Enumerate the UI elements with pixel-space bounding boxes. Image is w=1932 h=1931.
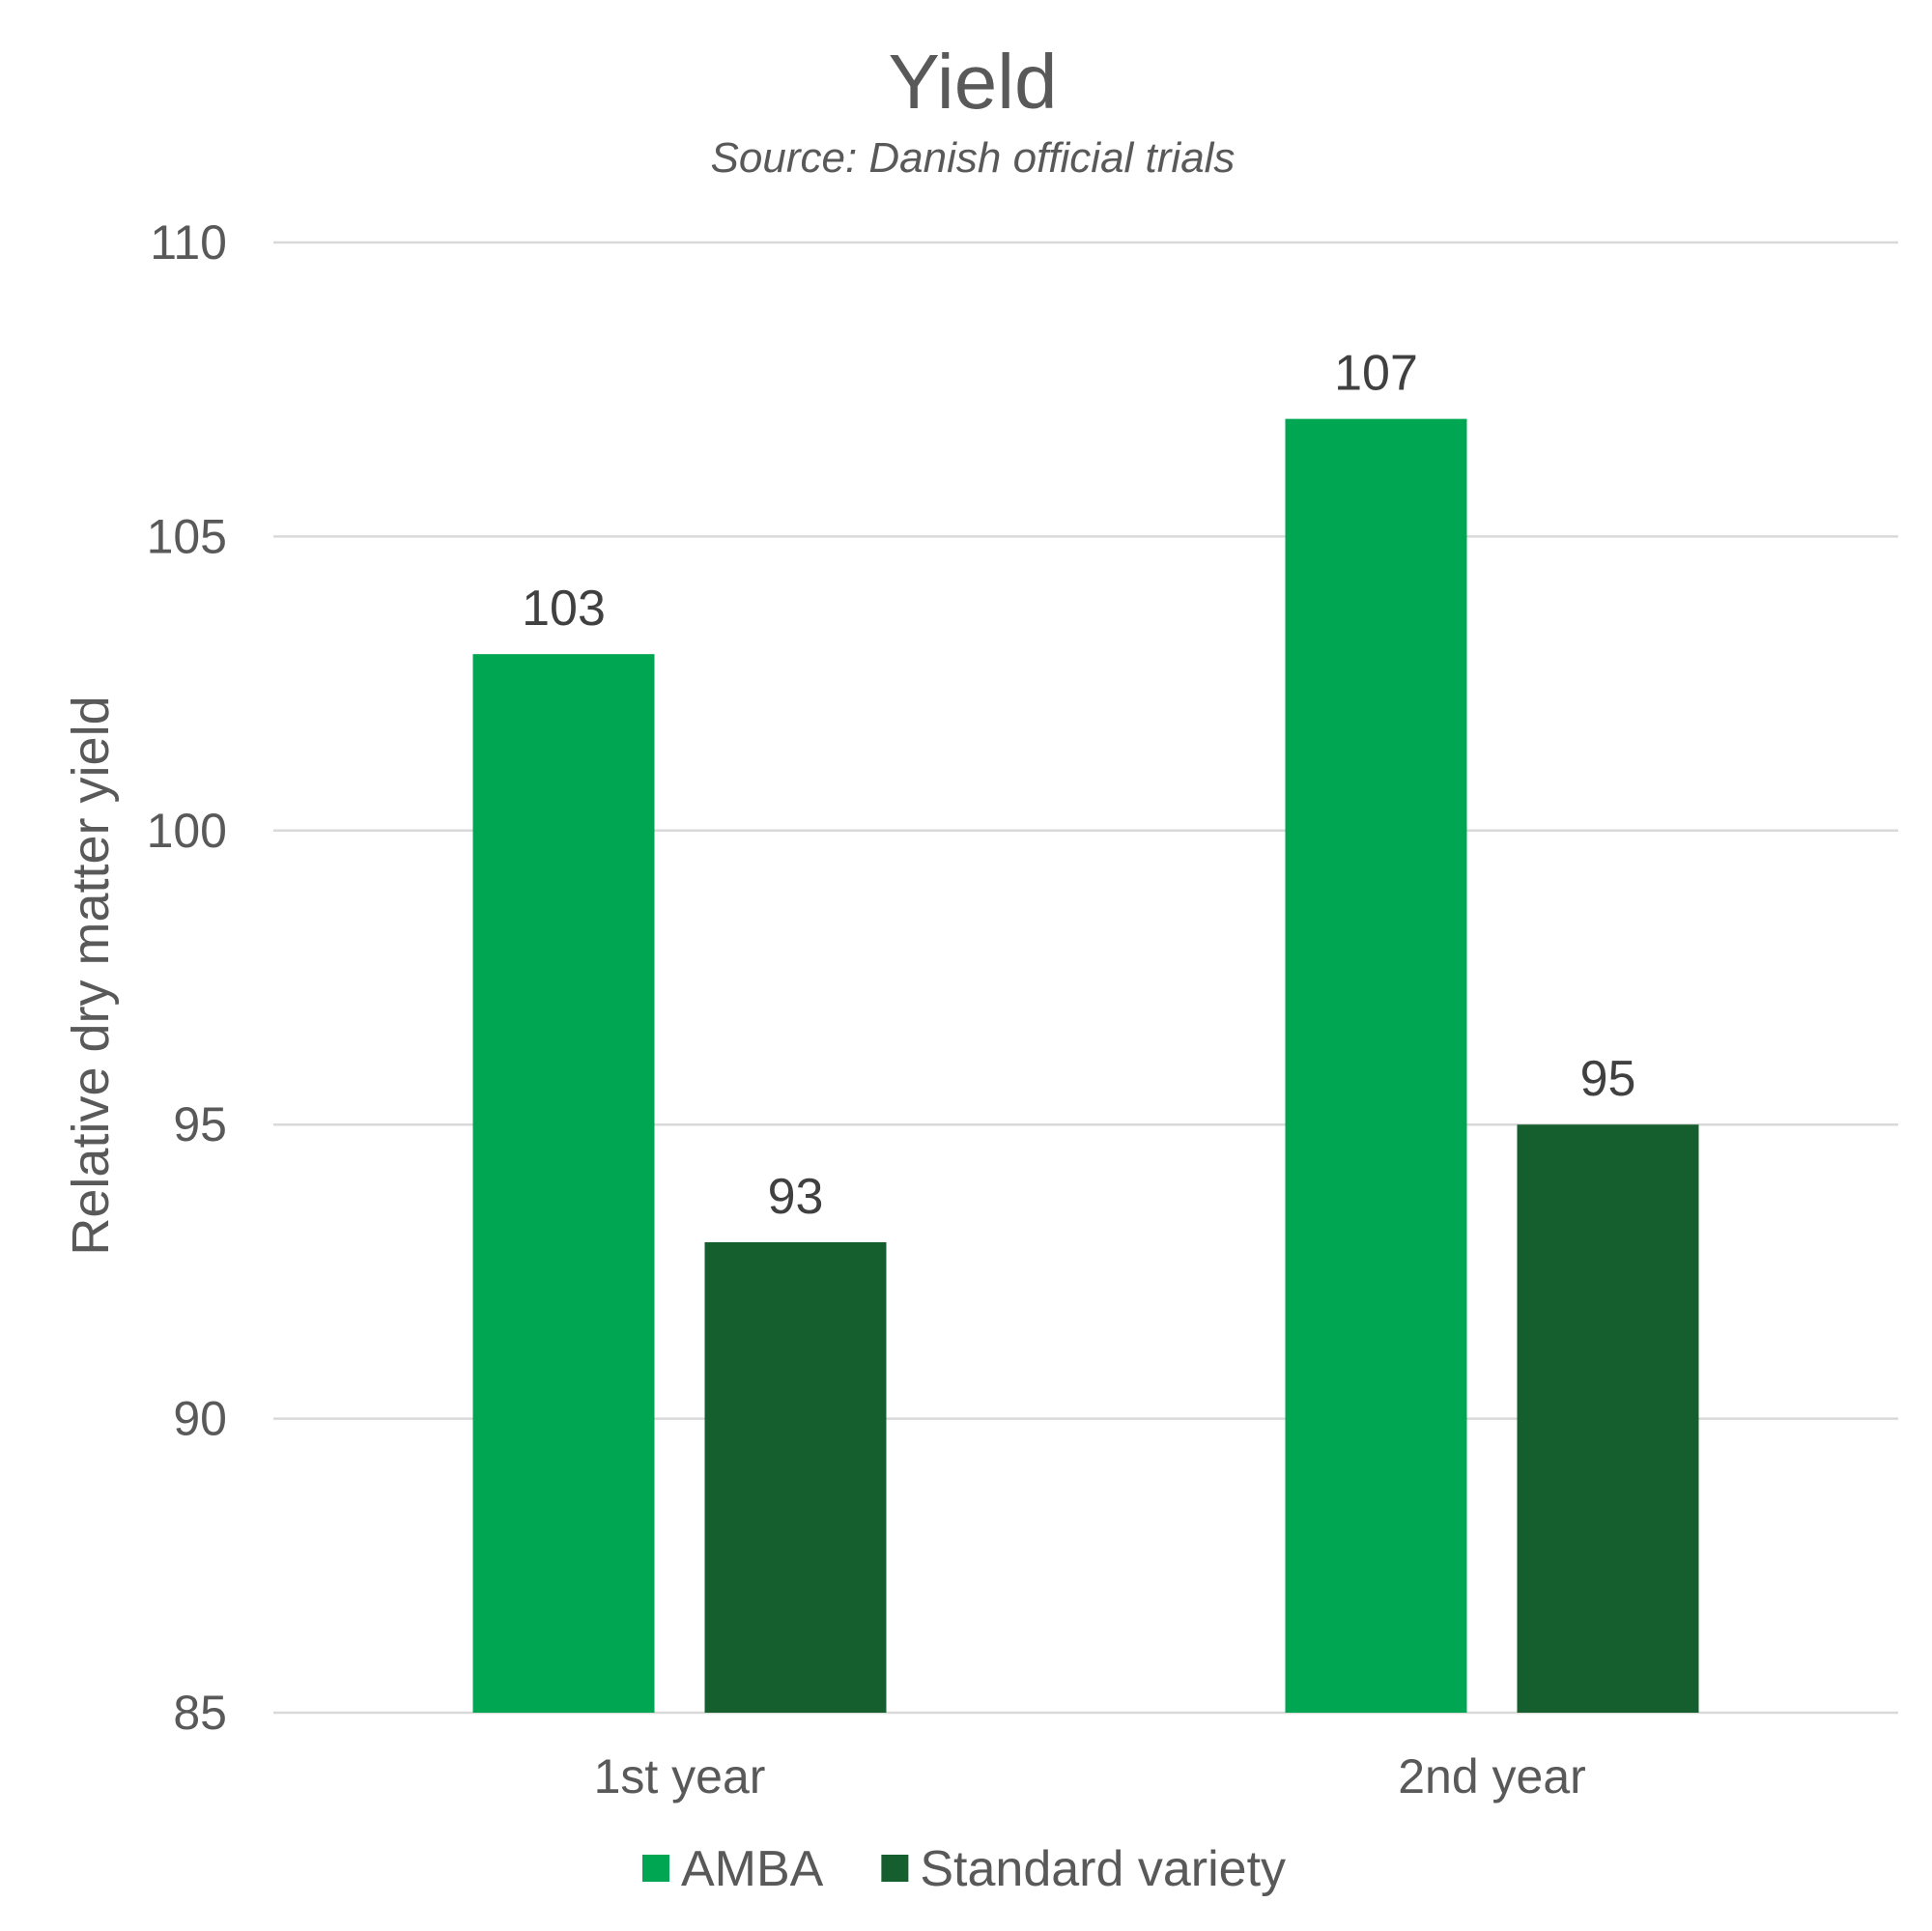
legend-swatch bbox=[881, 1855, 909, 1882]
bar bbox=[1517, 1124, 1699, 1713]
x-tick-label: 2nd year bbox=[1398, 1749, 1586, 1803]
x-tick-label: 1st year bbox=[594, 1749, 766, 1803]
bar bbox=[704, 1241, 887, 1713]
bar bbox=[472, 654, 655, 1714]
data-labels: 103 93 107 95 bbox=[522, 346, 1635, 1225]
x-axis-ticks: 1st year 2nd year bbox=[594, 1749, 1586, 1803]
bars bbox=[472, 418, 1699, 1714]
chart-subtitle: Source: Danish official trials bbox=[711, 134, 1236, 182]
data-label: 95 bbox=[1580, 1051, 1636, 1107]
y-tick-label: 90 bbox=[173, 1392, 227, 1446]
legend-label: Standard variety bbox=[920, 1841, 1286, 1897]
y-tick-label: 95 bbox=[173, 1097, 227, 1151]
legend-label: AMBA bbox=[681, 1841, 824, 1897]
y-axis-ticks: 85 90 95 100 105 110 bbox=[147, 215, 227, 1740]
y-tick-label: 85 bbox=[173, 1686, 227, 1740]
legend: AMBA Standard variety bbox=[642, 1841, 1286, 1897]
bar bbox=[1285, 418, 1467, 1713]
data-label: 103 bbox=[522, 581, 606, 637]
y-axis-label: Relative dry matter yield bbox=[62, 696, 120, 1255]
y-tick-label: 100 bbox=[147, 804, 227, 858]
data-label: 93 bbox=[768, 1169, 824, 1225]
y-tick-label: 110 bbox=[150, 215, 227, 270]
chart-title: Yield bbox=[889, 39, 1058, 125]
data-label: 107 bbox=[1334, 346, 1418, 402]
y-tick-label: 105 bbox=[147, 509, 227, 563]
legend-swatch bbox=[642, 1855, 669, 1882]
